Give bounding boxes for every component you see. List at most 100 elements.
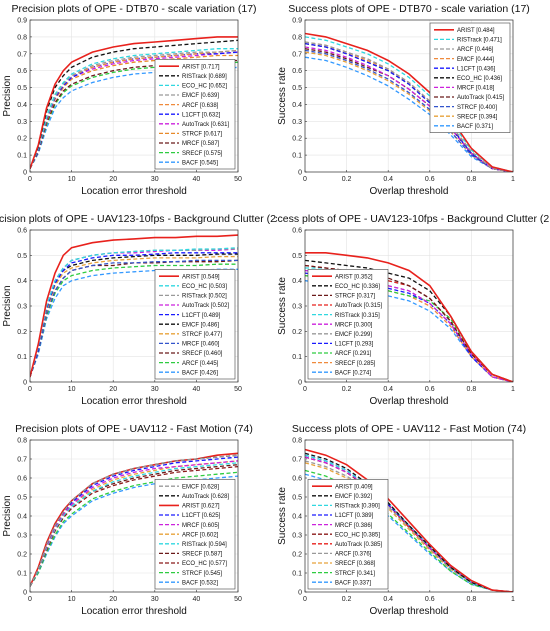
y-tick-label: 0.8 <box>292 438 302 445</box>
y-tick-label: 0.2 <box>17 329 27 336</box>
chart-dtb70-success: Success plots of OPE - DTB70 - scale var… <box>277 3 530 197</box>
x-tick-label: 40 <box>193 176 201 183</box>
legend-entry: RISTrack [0.390] <box>335 504 380 510</box>
y-tick-label: 0.5 <box>292 85 302 92</box>
x-tick-label: 0.2 <box>342 176 352 183</box>
x-tick-label: 20 <box>109 386 117 393</box>
legend-entry: ARCF [0.291] <box>335 351 372 357</box>
legend-entry: RISTrack [0.502] <box>182 294 227 300</box>
series-line <box>30 66 238 169</box>
y-tick-label: 0.2 <box>292 136 302 143</box>
series-group <box>30 452 238 587</box>
x-tick-label: 0.4 <box>383 596 393 603</box>
y-tick-label: 0.5 <box>292 253 302 260</box>
y-tick-label: 0.6 <box>292 68 302 75</box>
plot-frame <box>304 439 514 593</box>
y-tick-label: 0.2 <box>292 552 302 559</box>
legend-entry: ARIST [0.627] <box>182 504 220 510</box>
legend-entry: MRCF [0.605] <box>182 523 220 529</box>
y-tick-label: 0.8 <box>17 34 27 41</box>
y-tick-label: 0.4 <box>292 514 302 521</box>
legend-entry: ARIST [0.484] <box>457 28 495 34</box>
legend-entry: ARCF [0.445] <box>182 361 219 367</box>
x-tick-label: 30 <box>151 596 159 603</box>
legend-entry: STRCF [0.477] <box>182 332 222 338</box>
legend-box <box>307 269 389 380</box>
x-tick-label: 0.4 <box>383 386 393 393</box>
y-axis-label: Success rate <box>277 277 288 335</box>
legend-entry: MRCF [0.418] <box>457 86 495 92</box>
chart-title: Success plots of OPE - UAV112 - Fast Mot… <box>292 423 526 435</box>
legend-entry: AutoTrack [0.502] <box>182 303 229 309</box>
series-group <box>30 36 238 169</box>
legend-entry: SRECF [0.587] <box>182 552 223 558</box>
legend-entry: AutoTrack [0.628] <box>182 494 229 500</box>
plot-frame <box>304 19 514 173</box>
series-line <box>30 234 238 378</box>
legend-entry: EMCF [0.444] <box>457 57 494 63</box>
chart-dtb70-precision: Precision plots of OPE - DTB70 - scale v… <box>2 3 257 197</box>
x-tick-label: 10 <box>68 596 76 603</box>
y-tick-label: 0.4 <box>292 102 302 109</box>
series-line <box>30 454 238 587</box>
legend-entry: STRCF [0.400] <box>457 105 497 111</box>
legend-entry: BACF [0.532] <box>182 580 218 586</box>
legend-entry: ECO_HC [0.503] <box>182 284 227 290</box>
series-line <box>30 464 238 587</box>
series-line <box>305 452 513 592</box>
plot-frame <box>29 439 239 593</box>
legend-entry: BACF [0.274] <box>335 370 371 376</box>
x-tick-label: 0.6 <box>425 386 435 393</box>
chart-title: Precision plots of OPE - DTB70 - scale v… <box>11 3 256 15</box>
chart-title: Success plots of OPE - UAV123-10fps - Ba… <box>275 213 550 225</box>
y-tick-label: 0.6 <box>17 228 27 235</box>
legend-entry: L1CFT [0.489] <box>182 313 221 319</box>
y-tick-label: 0.3 <box>292 533 302 540</box>
series-line <box>30 247 238 378</box>
y-tick-label: 0.3 <box>292 119 302 126</box>
series-line <box>30 460 238 587</box>
legend-entry: MRCF [0.460] <box>182 342 220 348</box>
x-tick-label: 0 <box>303 386 307 393</box>
legend-entry: RISTrack [0.471] <box>457 38 502 44</box>
series-line <box>30 48 238 169</box>
x-tick-label: 0.6 <box>425 596 435 603</box>
series-line <box>30 255 238 378</box>
series-line <box>30 252 238 378</box>
series-line <box>305 456 513 592</box>
legend: ARIST [0.409] EMCF [0.392] RISTrack [0.390… <box>307 479 389 590</box>
legend-entry: BACF [0.545] <box>182 160 218 166</box>
x-tick-label: 10 <box>68 176 76 183</box>
legend-entry: EMCF [0.486] <box>182 322 219 328</box>
x-tick-label: 0.4 <box>383 176 393 183</box>
legend-entry: SRECF [0.460] <box>182 351 223 357</box>
legend-entry: L1CFT [0.389] <box>335 513 374 519</box>
series-line <box>30 465 238 587</box>
legend-entry: ARIST [0.409] <box>335 484 373 490</box>
legend-entry: ARCF [0.446] <box>457 47 494 53</box>
series-line <box>305 56 513 172</box>
legend-entry: BACF [0.337] <box>335 580 371 586</box>
x-tick-label: 1 <box>511 596 515 603</box>
y-tick-label: 0.1 <box>17 153 27 160</box>
y-tick-label: 0.9 <box>292 18 302 25</box>
series-line <box>305 448 513 592</box>
x-tick-label: 10 <box>68 386 76 393</box>
y-tick-label: 0.7 <box>17 51 27 58</box>
x-axis-label: Overlap threshold <box>370 396 449 407</box>
legend-entry: MRCF [0.587] <box>182 141 220 147</box>
chart-uav123-success: Success plots of OPE - UAV123-10fps - Ba… <box>275 213 550 407</box>
y-axis-label: Precision <box>2 75 13 116</box>
series-line <box>305 42 513 172</box>
y-tick-label: 0.9 <box>17 18 27 25</box>
legend-entry: L1CFT [0.632] <box>182 112 221 118</box>
legend-entry: AutoTrack [0.415] <box>457 95 504 101</box>
series-line <box>30 36 238 169</box>
legend-entry: ARIST [0.549] <box>182 274 220 280</box>
series-group <box>305 32 513 172</box>
legend-entry: MRCF [0.386] <box>335 523 373 529</box>
y-tick-label: 0.6 <box>292 228 302 235</box>
legend-entry: L1CFT [0.436] <box>457 66 496 72</box>
chart-title: Precision plots of OPE - UAV112 - Fast M… <box>15 423 253 435</box>
x-tick-label: 0 <box>28 386 32 393</box>
